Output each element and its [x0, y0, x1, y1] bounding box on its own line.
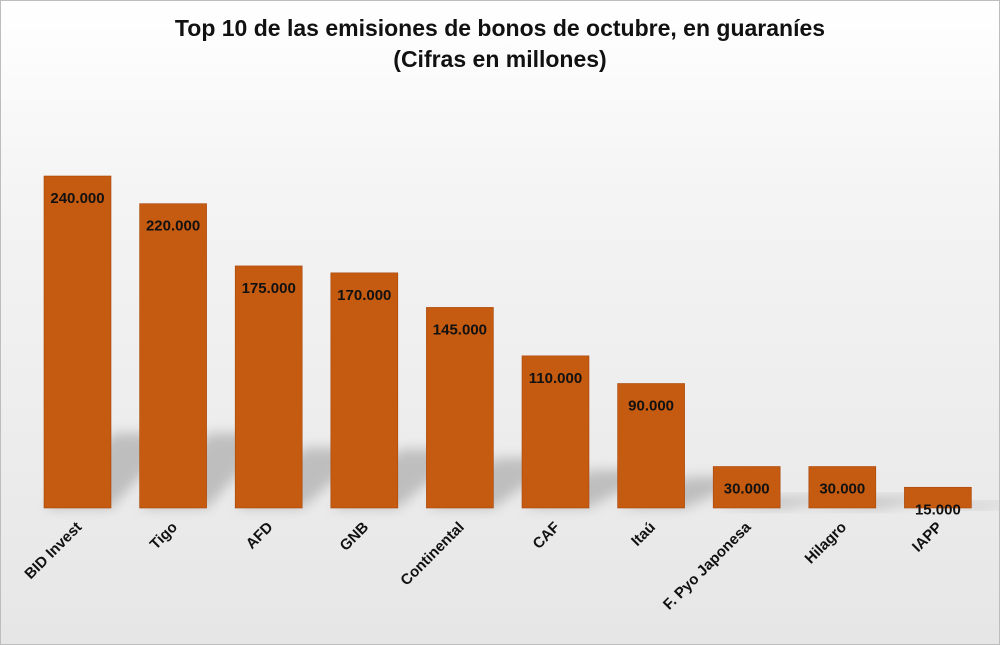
bar — [43, 175, 112, 509]
bar — [330, 272, 399, 509]
bar — [234, 265, 303, 509]
category-label: IAPP — [909, 519, 946, 556]
bars — [43, 175, 972, 509]
bar — [712, 466, 781, 509]
chart-subtitle: (Cifras en millones) — [393, 46, 607, 72]
chart-title-line: Top 10 de las emisiones de bonos de octu… — [174, 15, 826, 41]
data-label: 145.000 — [433, 321, 487, 338]
bar — [808, 466, 877, 509]
data-label: 220.000 — [146, 218, 200, 235]
bar — [521, 355, 590, 509]
data-label: 30.000 — [819, 481, 865, 498]
category-labels: BID Invest Tigo AFD GNB Continental CAF Itaú F.… — [21, 518, 945, 613]
data-label: 110.000 — [529, 370, 582, 387]
category-label: Continental — [397, 519, 467, 589]
bar — [139, 203, 207, 509]
category-label: F. Pyo Japonesa — [660, 518, 755, 613]
data-label: 30.000 — [724, 481, 770, 498]
category-label: BID Invest — [21, 519, 85, 583]
data-label: 240.000 — [50, 190, 104, 207]
bar — [904, 486, 972, 509]
category-label: Tigo — [147, 519, 181, 553]
data-label: 175.000 — [242, 280, 296, 297]
chart-title: Top 10 de las emisiones de bonos de octu… — [1, 13, 999, 75]
category-label: GNB — [337, 519, 373, 555]
value-labels: 240.000 220.000 175.000 170.000 145.000 110.0… — [50, 190, 960, 518]
bar — [617, 383, 685, 509]
bar — [426, 307, 494, 509]
data-label: 15.000 — [915, 501, 961, 518]
data-label: 90.000 — [628, 398, 674, 415]
category-label: CAF — [530, 519, 564, 553]
category-label: AFD — [243, 519, 277, 553]
data-label: 170.000 — [337, 287, 391, 304]
category-label: Itaú — [628, 519, 659, 550]
category-label: Hilagro — [802, 519, 851, 568]
